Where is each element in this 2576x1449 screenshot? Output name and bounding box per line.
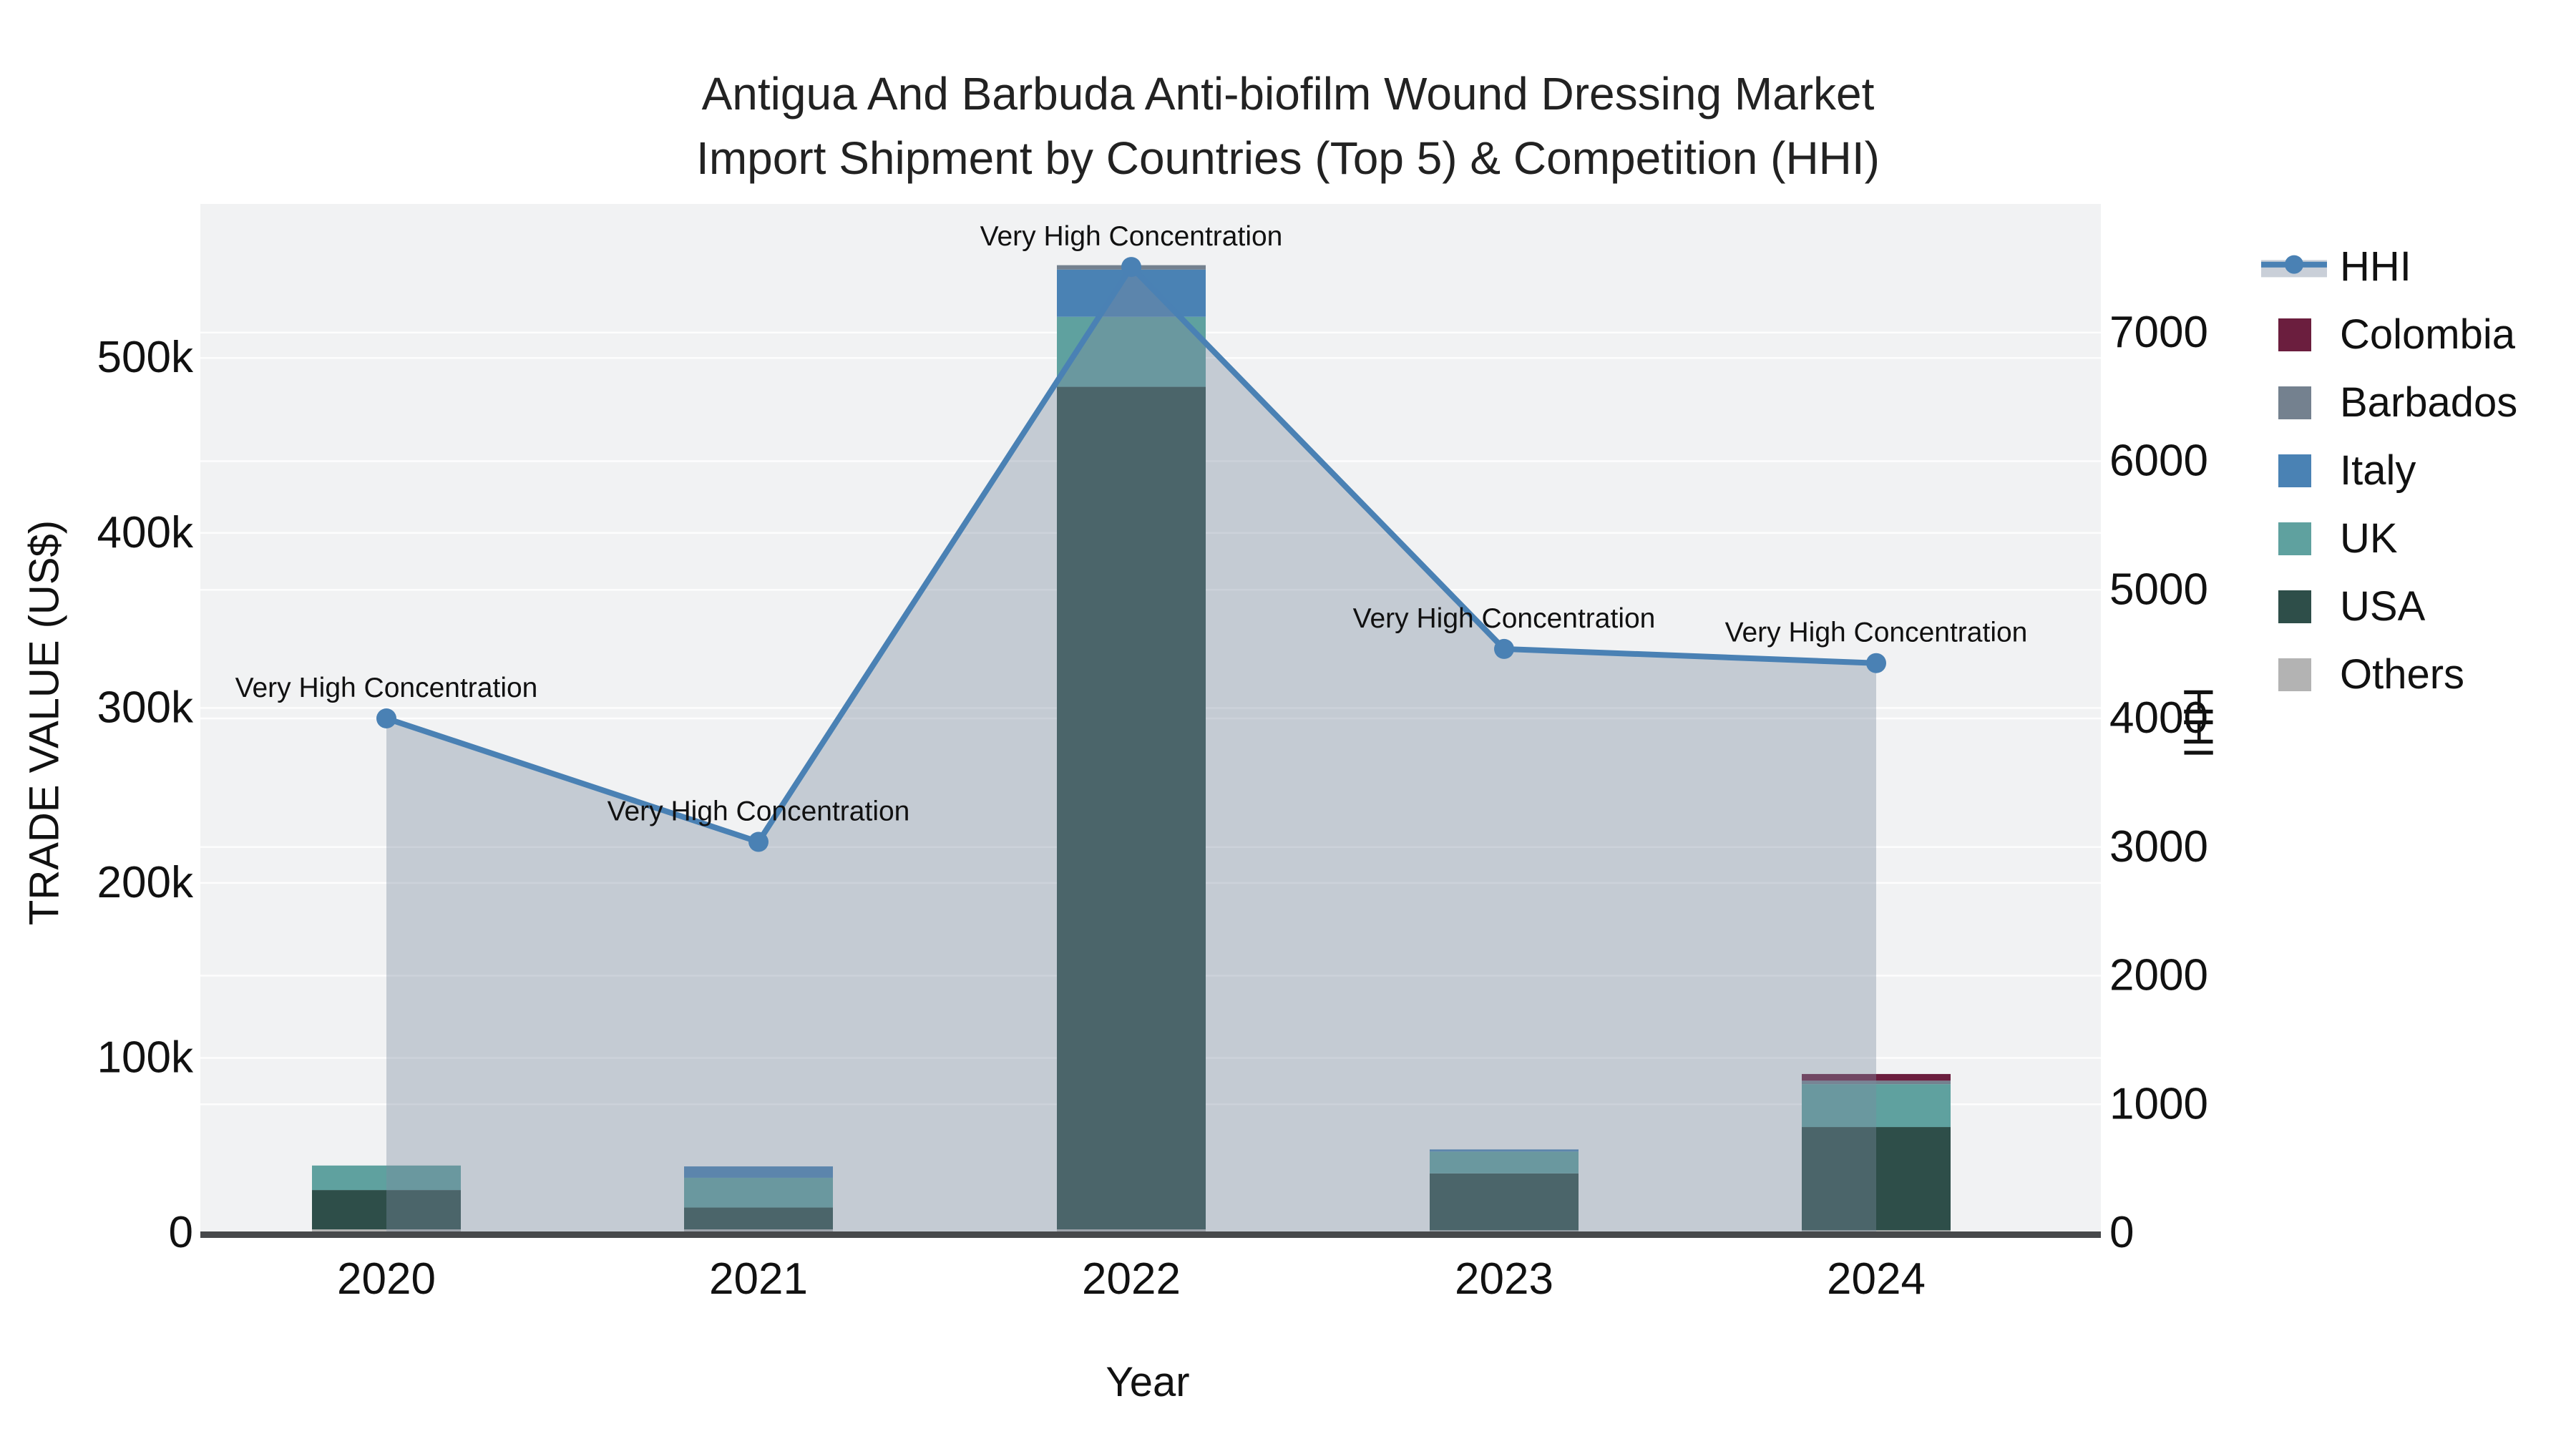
right-axis-title: HHI <box>2175 687 2222 758</box>
annotation-2023: Very High Concentration <box>1353 603 1656 634</box>
bar-segment-2020-others[interactable] <box>312 1229 461 1233</box>
bar-segment-2022-others[interactable] <box>1057 1229 1206 1233</box>
legend-label: USA <box>2340 583 2426 630</box>
bar-segment-2021-others[interactable] <box>684 1229 833 1233</box>
left-tick-label: 500k <box>97 333 194 382</box>
hhi-marker-2022[interactable] <box>1121 257 1141 278</box>
bar-segment-2022-uk[interactable] <box>1057 316 1206 387</box>
bar-segment-2021-usa[interactable] <box>684 1207 833 1230</box>
bar-segment-2021-uk[interactable] <box>684 1177 833 1208</box>
left-tick-label: 200k <box>97 858 194 907</box>
legend-square-swatch <box>2260 504 2340 572</box>
bar-segment-2024-uk[interactable] <box>1802 1084 1951 1128</box>
x-axis-line <box>200 1231 2101 1238</box>
legend-label: Others <box>2340 651 2465 698</box>
bar-segment-2020-uk[interactable] <box>312 1165 461 1191</box>
left-tick-label: 400k <box>97 508 194 557</box>
annotation-2021: Very High Concentration <box>608 796 910 827</box>
legend-label: HHI <box>2340 243 2411 290</box>
legend-item-others[interactable]: Others <box>2260 640 2517 708</box>
right-tick-label: 0 <box>2109 1208 2134 1257</box>
bar-segment-2024-usa[interactable] <box>1802 1127 1951 1231</box>
legend-item-usa[interactable]: USA <box>2260 572 2517 640</box>
left-tick-label: 100k <box>97 1033 194 1082</box>
right-tick-label: 7000 <box>2109 308 2208 357</box>
x-tick-label-2022: 2022 <box>1082 1254 1181 1304</box>
legend-item-colombia[interactable]: Colombia <box>2260 301 2517 369</box>
left-tick-label: 0 <box>169 1208 193 1257</box>
legend-square-swatch <box>2260 301 2340 369</box>
legend-square-swatch <box>2260 572 2340 640</box>
bar-segment-2024-colombia[interactable] <box>1802 1073 1951 1081</box>
bar-segment-2022-italy[interactable] <box>1057 269 1206 317</box>
right-tick-label: 5000 <box>2109 565 2208 614</box>
legend-label: UK <box>2340 515 2398 562</box>
legend-color-swatch <box>2278 386 2311 419</box>
x-axis-title: Year <box>1106 1359 1190 1405</box>
x-tick-label-2023: 2023 <box>1455 1254 1553 1304</box>
legend-color-swatch <box>2278 522 2311 555</box>
hhi-marker-2020[interactable] <box>376 708 396 728</box>
legend-item-hhi[interactable]: HHI <box>2260 233 2517 301</box>
legend-item-uk[interactable]: UK <box>2260 504 2517 572</box>
bar-segment-2023-uk[interactable] <box>1430 1151 1579 1174</box>
legend-square-swatch <box>2260 436 2340 504</box>
legend-line-marker-icon <box>2285 255 2303 274</box>
legend: HHI Colombia Barbados Italy UK USA Others <box>2260 233 2517 708</box>
x-tick-label-2021: 2021 <box>709 1254 808 1304</box>
bar-segment-2020-usa[interactable] <box>312 1190 461 1230</box>
annotation-2020: Very High Concentration <box>235 673 538 703</box>
legend-label: Barbados <box>2340 379 2518 426</box>
bar-segment-2024-barbados[interactable] <box>1802 1080 1951 1085</box>
annotation-2024: Very High Concentration <box>1725 618 2028 648</box>
legend-color-swatch <box>2278 590 2311 623</box>
x-tick-label-2024: 2024 <box>1827 1254 1926 1304</box>
legend-square-swatch <box>2260 369 2340 436</box>
legend-label: Italy <box>2340 447 2416 494</box>
hhi-marker-2024[interactable] <box>1866 653 1886 673</box>
chart-title-line2: Import Shipment by Countries (Top 5) & C… <box>696 132 1880 184</box>
right-tick-label: 1000 <box>2109 1079 2208 1128</box>
hhi-marker-2021[interactable] <box>748 831 769 852</box>
right-tick-label: 4000 <box>2109 693 2208 743</box>
right-tick-label: 2000 <box>2109 951 2208 1000</box>
hhi-marker-2023[interactable] <box>1494 638 1514 659</box>
legend-color-swatch <box>2278 658 2311 691</box>
left-axis-title: TRADE VALUE (US$) <box>21 519 68 926</box>
right-tick-label: 3000 <box>2109 822 2208 872</box>
legend-color-swatch <box>2278 318 2311 351</box>
x-tick-label-2020: 2020 <box>337 1254 436 1304</box>
left-tick-label: 300k <box>97 683 194 732</box>
legend-label: Colombia <box>2340 311 2515 358</box>
bar-segment-2021-italy[interactable] <box>684 1166 833 1178</box>
legend-item-barbados[interactable]: Barbados <box>2260 369 2517 436</box>
bar-segment-2022-usa[interactable] <box>1057 386 1206 1230</box>
right-tick-label: 6000 <box>2109 436 2208 486</box>
bar-segment-2023-usa[interactable] <box>1430 1173 1579 1231</box>
legend-item-italy[interactable]: Italy <box>2260 436 2517 504</box>
hhi-area-fill <box>386 267 1876 1233</box>
chart-title-line1: Antigua And Barbuda Anti-biofilm Wound D… <box>701 68 1875 119</box>
legend-color-swatch <box>2278 454 2311 487</box>
annotation-2022: Very High Concentration <box>980 221 1283 252</box>
bar-segment-2023-italy[interactable] <box>1430 1149 1579 1152</box>
chart-title: Antigua And Barbuda Anti-biofilm Wound D… <box>0 62 2576 190</box>
legend-square-swatch <box>2260 640 2340 708</box>
legend-line-swatch <box>2260 233 2340 301</box>
